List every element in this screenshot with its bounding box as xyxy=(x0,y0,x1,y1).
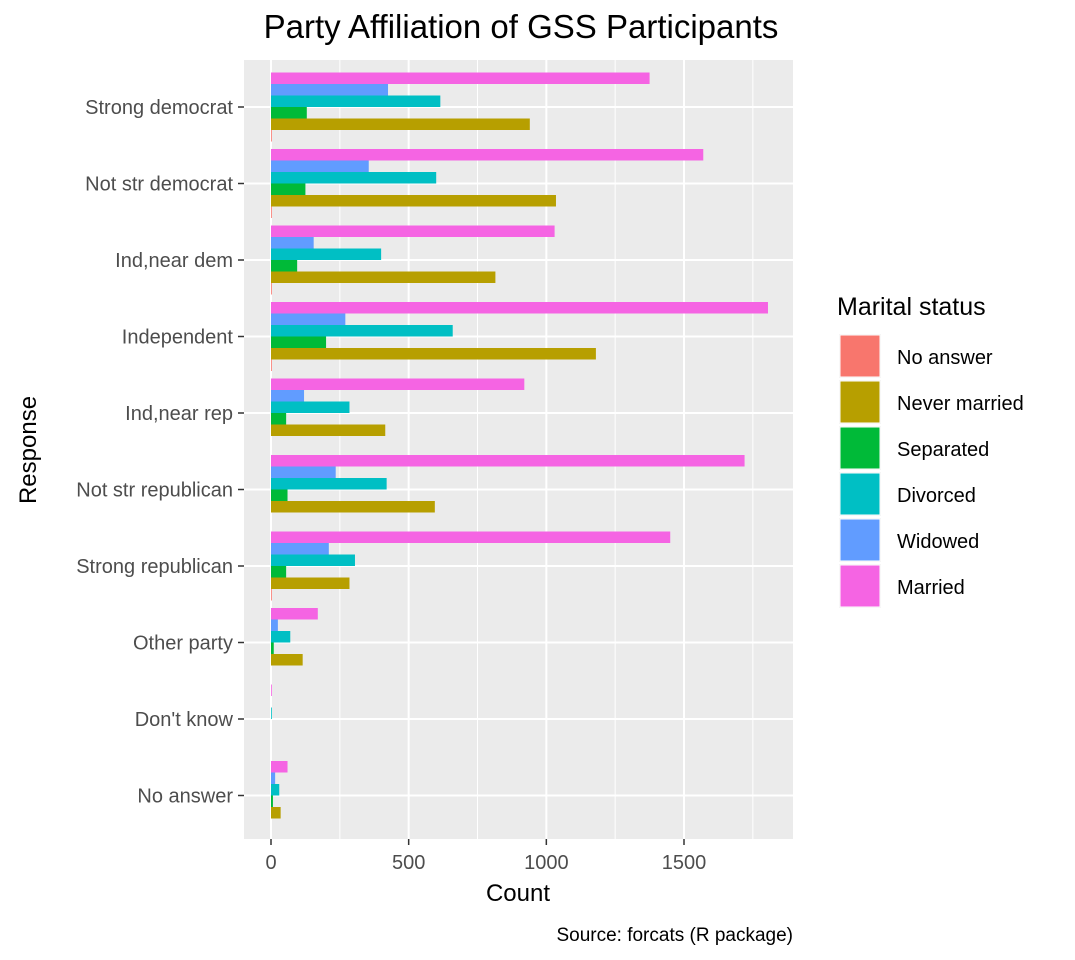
y-axis: Strong democrat Not str democrat Ind,near … xyxy=(76,97,244,808)
bar xyxy=(271,336,327,348)
legend-title: Marital status xyxy=(837,293,986,321)
bar xyxy=(271,761,288,773)
bar xyxy=(271,554,355,566)
bar xyxy=(271,160,369,172)
legend-swatch xyxy=(839,564,881,608)
legend-label: Widowed xyxy=(897,531,979,553)
legend: Marital status No answer Never married Sep… xyxy=(837,293,1024,608)
chart-caption: Source: forcats (R package) xyxy=(556,925,793,946)
legend-swatch xyxy=(839,334,881,378)
bar xyxy=(271,455,745,467)
bar xyxy=(271,684,272,696)
bar xyxy=(271,283,272,295)
bar xyxy=(271,248,382,260)
x-tick-label: 1000 xyxy=(524,852,569,874)
bar xyxy=(271,795,273,807)
bar xyxy=(271,784,280,796)
bar xyxy=(271,107,307,119)
bar xyxy=(271,225,555,237)
y-tick-label: Other party xyxy=(133,633,233,655)
legend-swatch xyxy=(839,518,881,562)
bar xyxy=(271,183,306,195)
bar xyxy=(271,631,291,643)
bar xyxy=(271,325,453,337)
y-tick-label: Independent xyxy=(122,327,234,349)
bar xyxy=(271,772,276,784)
grid-minor xyxy=(339,60,754,839)
y-tick-label: Strong republican xyxy=(76,556,233,578)
y-tick-label: Ind,near rep xyxy=(125,403,233,425)
bar xyxy=(271,302,768,314)
bar xyxy=(271,84,389,96)
bars xyxy=(271,72,768,819)
x-axis-title: Count xyxy=(486,880,550,907)
bar xyxy=(271,149,704,161)
y-tick-label: Don't know xyxy=(135,709,234,731)
bar xyxy=(271,531,671,543)
bar xyxy=(271,271,496,283)
bar xyxy=(271,543,329,555)
bar xyxy=(271,130,272,142)
bar xyxy=(271,424,386,436)
bar xyxy=(271,237,314,249)
bar xyxy=(271,566,287,578)
bar xyxy=(271,260,298,272)
bar xyxy=(271,195,556,207)
bar xyxy=(271,348,596,360)
x-tick-label: 1500 xyxy=(662,852,707,874)
y-tick-label: Strong democrat xyxy=(85,97,233,119)
bar xyxy=(271,489,288,501)
y-tick-label: No answer xyxy=(137,786,233,808)
y-tick-label: Ind,near dem xyxy=(115,250,233,272)
y-tick-label: Not str democrat xyxy=(85,174,233,196)
legend-swatch xyxy=(839,380,881,424)
bar xyxy=(271,707,272,719)
bar xyxy=(271,359,272,371)
bar xyxy=(271,589,272,601)
bar xyxy=(271,95,441,107)
bar xyxy=(271,501,435,513)
y-axis-title: Response xyxy=(15,396,42,504)
bar xyxy=(271,608,318,620)
bar xyxy=(271,577,350,589)
legend-label: No answer xyxy=(897,347,993,369)
bar xyxy=(271,413,287,425)
bar xyxy=(271,118,530,130)
legend-swatch xyxy=(839,426,881,470)
bar xyxy=(271,390,305,402)
bar xyxy=(271,478,387,490)
bar xyxy=(271,206,272,218)
bar xyxy=(271,807,281,819)
bar xyxy=(271,619,278,631)
x-tick-label: 500 xyxy=(392,852,425,874)
bar xyxy=(271,642,274,654)
plot-panel xyxy=(244,60,793,839)
legend-label: Divorced xyxy=(897,485,976,507)
legend-label: Separated xyxy=(897,439,989,461)
legend-swatch xyxy=(839,472,881,516)
chart-title: Party Affiliation of GSS Participants xyxy=(264,8,779,45)
x-tick-label: 0 xyxy=(265,852,276,874)
bar xyxy=(271,654,303,666)
bar xyxy=(271,401,350,413)
x-axis: 0 500 1000 1500 xyxy=(265,839,706,874)
legend-label: Never married xyxy=(897,393,1024,415)
bar xyxy=(271,466,336,478)
bar xyxy=(271,172,437,184)
y-tick-label: Not str republican xyxy=(76,480,233,502)
legend-label: Married xyxy=(897,577,965,599)
bar xyxy=(271,313,346,325)
bar xyxy=(271,378,525,390)
bar xyxy=(271,72,650,84)
